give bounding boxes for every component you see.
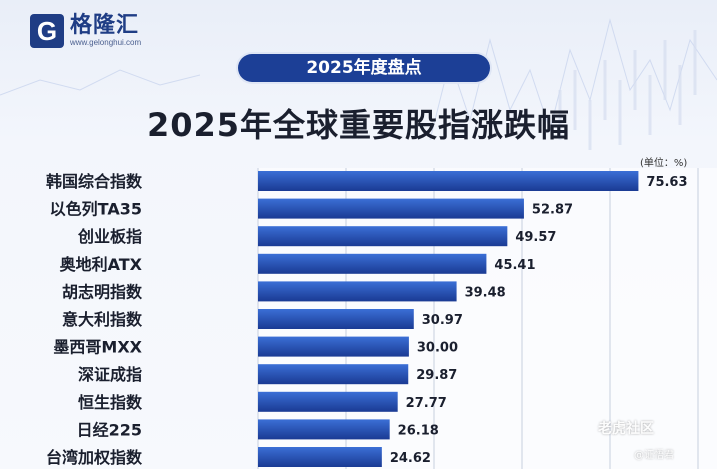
unit-label: (单位：%) — [640, 158, 688, 169]
value-label: 75.63 — [646, 175, 687, 190]
watermark-community: 老虎社区 — [598, 421, 654, 437]
value-label: 29.87 — [416, 368, 457, 383]
page-title: 2025年全球重要股指涨跌幅 — [146, 106, 571, 144]
category-label: 创业板指 — [77, 227, 142, 246]
year-review-badge: 2025年度盘点 — [238, 54, 490, 82]
category-label: 韩国综合指数 — [46, 172, 143, 191]
watermark-author: @证悟君 — [634, 450, 674, 461]
value-label: 45.41 — [494, 258, 535, 273]
bar — [258, 171, 639, 191]
bar — [258, 198, 524, 219]
value-label: 39.48 — [465, 285, 506, 300]
value-label: 26.18 — [398, 423, 439, 438]
category-label: 台湾加权指数 — [46, 448, 143, 467]
brand-url: www.gelonghui.com — [70, 38, 142, 47]
value-label: 27.77 — [406, 396, 447, 411]
category-label: 墨西哥MXX — [53, 338, 142, 357]
brand-logo: G 格隆汇 www.gelonghui.com — [30, 14, 141, 48]
bar — [258, 391, 398, 412]
category-label: 深证成指 — [78, 365, 142, 384]
category-label: 意大利指数 — [62, 310, 143, 329]
category-label: 奥地利ATX — [60, 255, 143, 274]
bar — [258, 419, 390, 440]
category-label: 恒生指数 — [78, 393, 143, 412]
value-label: 49.57 — [515, 230, 556, 245]
bar — [258, 253, 487, 274]
value-label: 52.87 — [532, 203, 573, 218]
bar — [258, 226, 508, 247]
value-label: 30.97 — [422, 313, 463, 328]
bar — [258, 309, 414, 329]
category-label: 日经225 — [77, 420, 142, 439]
bar — [258, 447, 382, 467]
value-label: 24.62 — [390, 451, 431, 466]
value-label: 30.00 — [417, 341, 458, 356]
bar — [258, 364, 409, 385]
category-label: 以色列TA35 — [50, 200, 142, 219]
bar — [258, 336, 409, 357]
category-label: 胡志明指数 — [62, 282, 143, 301]
brand-name: 格隆汇 — [70, 13, 140, 38]
logo-mark-icon: G — [30, 14, 64, 48]
bar — [258, 281, 457, 302]
